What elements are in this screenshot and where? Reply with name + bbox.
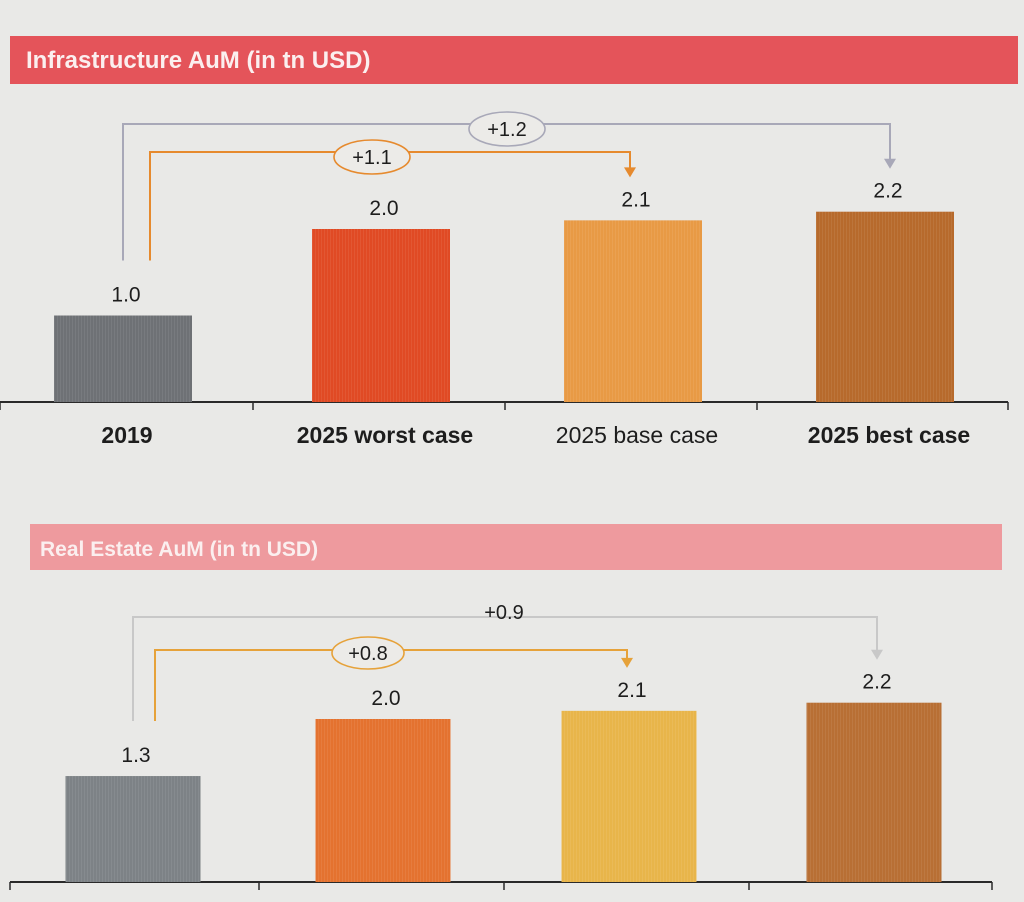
value-label: 1.0 xyxy=(111,284,140,307)
infrastructure-delta-arrows: +1.1 +1.2 xyxy=(122,111,896,261)
real-estate-title-band xyxy=(30,524,1002,570)
bar-texture xyxy=(806,702,942,882)
infrastructure-x-ticks xyxy=(0,402,1009,410)
real-estate-chart: Real Estate AuM (in tn USD) +0.8 +0.9 1.3… xyxy=(9,524,1002,890)
delta-circle xyxy=(331,636,405,670)
delta-arrow-head xyxy=(884,158,896,169)
real-estate-chart-title: Real Estate AuM (in tn USD) xyxy=(40,538,318,561)
real-estate-delta-arrows: +0.8 +0.9 xyxy=(132,602,883,722)
delta-arrow-head xyxy=(624,167,636,178)
category-label: 2025 worst case xyxy=(297,422,473,448)
bar-texture xyxy=(312,229,450,402)
bar-texture xyxy=(315,719,451,882)
category-label: 2025 best case xyxy=(808,422,970,448)
infrastructure-chart-title: Infrastructure AuM (in tn USD) xyxy=(26,47,370,74)
infrastructure-value-labels: 1.0 2.0 2.1 2.2 xyxy=(111,180,902,307)
delta-circle xyxy=(468,111,546,147)
real-estate-value-labels: 1.3 2.0 2.1 2.2 xyxy=(121,671,891,767)
delta-label: +1.1 xyxy=(352,147,391,169)
category-label: 2025 base case xyxy=(556,422,718,448)
delta-label: +0.8 xyxy=(348,643,387,665)
real-estate-x-ticks xyxy=(9,882,993,890)
value-label: 2.0 xyxy=(371,687,400,710)
value-label: 2.0 xyxy=(369,197,398,220)
infrastructure-title-band xyxy=(10,36,1018,84)
bar-texture xyxy=(564,220,702,402)
bar-texture xyxy=(561,710,697,882)
delta-circle xyxy=(333,139,411,175)
infrastructure-chart: Infrastructure AuM (in tn USD) +1.1+1.2 … xyxy=(0,36,1018,448)
delta-label: +0.9 xyxy=(484,602,523,624)
delta-label: +1.2 xyxy=(487,119,526,141)
value-label: 2.2 xyxy=(873,180,902,203)
delta-arrow-head xyxy=(871,649,883,660)
infrastructure-bars xyxy=(54,211,954,402)
value-label: 2.1 xyxy=(621,188,650,211)
delta-arrow-line xyxy=(132,616,878,722)
value-label: 2.1 xyxy=(617,679,646,702)
value-label: 2.2 xyxy=(862,671,891,694)
real-estate-bars xyxy=(65,702,942,882)
infrastructure-category-labels: 2019 2025 worst case 2025 base case 2025 be… xyxy=(101,422,970,448)
bar-texture xyxy=(816,211,954,402)
bar-texture xyxy=(54,315,192,402)
value-label: 1.3 xyxy=(121,744,150,767)
delta-arrow-head xyxy=(621,657,633,668)
bar-texture xyxy=(65,776,201,882)
category-label: 2019 xyxy=(101,422,152,448)
